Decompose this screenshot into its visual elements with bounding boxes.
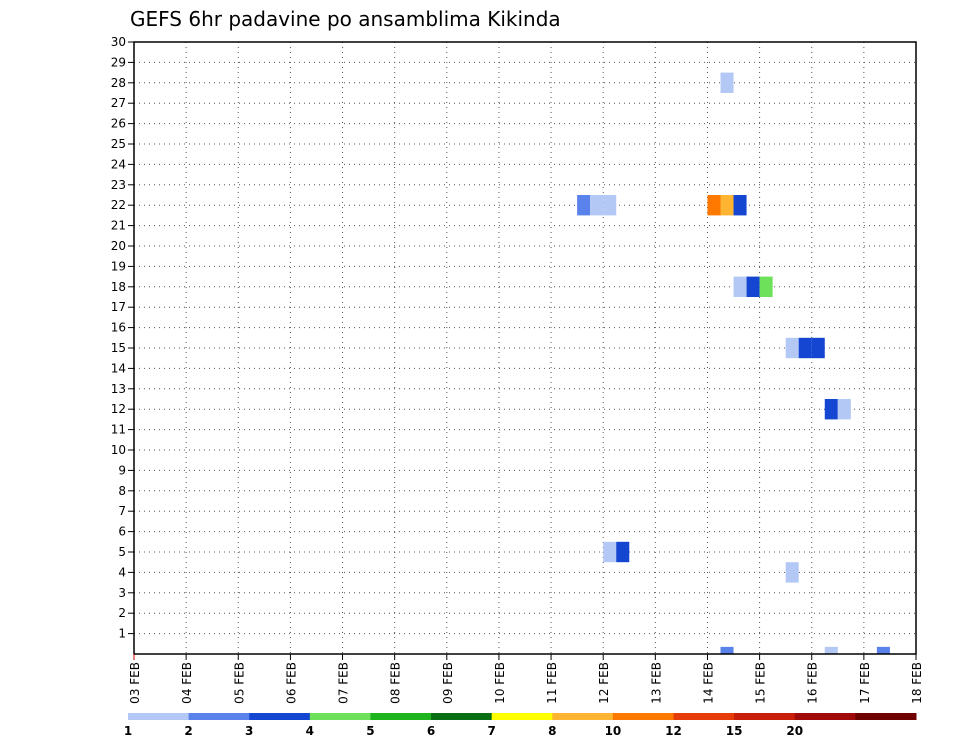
legend-label: 10: [605, 724, 622, 738]
x-tick-label: 09 FEB: [441, 662, 455, 704]
data-cell: [590, 195, 604, 216]
y-tick-label: 18: [111, 280, 126, 294]
x-tick-label: 06 FEB: [284, 662, 298, 704]
data-cell: [616, 541, 630, 563]
y-axis-ticks: 1234567891011121314151617181920212223242…: [111, 35, 134, 641]
legend-swatch: [431, 713, 493, 720]
data-cell: [733, 195, 747, 216]
y-tick-label: 25: [111, 137, 126, 151]
y-tick-label: 28: [111, 76, 126, 90]
data-cell: [824, 646, 838, 654]
data-cell: [603, 195, 617, 216]
y-tick-label: 2: [118, 606, 126, 620]
legend-swatch: [309, 713, 371, 720]
data-cell: [824, 399, 838, 420]
y-tick-label: 7: [118, 504, 126, 518]
x-tick-label: 07 FEB: [337, 662, 351, 704]
y-tick-label: 6: [118, 525, 126, 539]
y-tick-label: 8: [118, 484, 126, 498]
y-tick-label: 30: [111, 35, 126, 49]
y-tick-label: 26: [111, 117, 126, 131]
legend-swatch: [552, 713, 614, 720]
color-legend: 1 2 3 4 5 6 7 8 10 12 15 20: [124, 713, 917, 738]
y-tick-label: 11: [111, 423, 126, 437]
x-tick-label: 18 FEB: [910, 662, 924, 704]
data-cell: [798, 337, 812, 359]
legend-label: 4: [306, 724, 314, 738]
y-tick-label: 14: [111, 361, 126, 375]
data-cell: [746, 276, 760, 297]
data-cell: [876, 646, 890, 654]
data-cell: [720, 195, 734, 216]
x-tick-label: 15 FEB: [754, 662, 768, 704]
y-tick-label: 27: [111, 96, 126, 110]
x-tick-label: 17 FEB: [858, 662, 872, 704]
data-cell: [785, 562, 799, 583]
y-tick-label: 24: [111, 157, 126, 171]
legend-label: 20: [786, 724, 803, 738]
y-tick-label: 3: [118, 586, 126, 600]
x-tick-label: 16 FEB: [806, 662, 820, 704]
y-tick-label: 16: [111, 321, 126, 335]
x-tick-label: 13 FEB: [649, 662, 663, 704]
y-tick-label: 12: [111, 402, 126, 416]
legend-swatch: [855, 713, 917, 720]
x-tick-label: 05 FEB: [232, 662, 246, 704]
legend-swatch: [370, 713, 432, 720]
legend-swatch: [794, 713, 856, 720]
data-cell: [837, 399, 851, 420]
x-tick-label: 14 FEB: [701, 662, 715, 704]
x-tick-label: 03 FEB: [128, 662, 142, 704]
y-tick-label: 13: [111, 382, 126, 396]
x-tick-label: 12 FEB: [597, 662, 611, 704]
y-tick-label: 5: [118, 545, 126, 559]
y-tick-label: 1: [118, 627, 126, 641]
y-tick-label: 23: [111, 178, 126, 192]
y-tick-label: 17: [111, 300, 126, 314]
y-tick-label: 10: [111, 443, 126, 457]
data-cell: [720, 72, 734, 93]
legend-swatch: [612, 713, 675, 720]
y-tick-label: 22: [111, 198, 126, 212]
y-tick-label: 15: [111, 341, 126, 355]
legend-label: 7: [488, 724, 496, 738]
data-cell: [707, 195, 721, 216]
x-tick-label: 11 FEB: [545, 662, 559, 704]
y-tick-label: 9: [118, 463, 126, 477]
legend-swatch: [188, 713, 250, 720]
legend-swatch: [673, 713, 735, 720]
x-axis-ticks: 03 FEB 04 FEB 05 FEB 06 FEB 07 FEB 08 FEB 09 F…: [128, 654, 924, 704]
data-cell: [720, 646, 734, 654]
legend-swatch: [734, 713, 796, 720]
data-cell: [785, 337, 799, 359]
x-tick-label: 10 FEB: [493, 662, 507, 704]
legend-swatch: [128, 713, 190, 720]
x-tick-label: 08 FEB: [389, 662, 403, 704]
legend-label: 5: [366, 724, 374, 738]
legend-label: 12: [665, 724, 682, 738]
data-cell: [811, 337, 825, 359]
legend-label: 15: [726, 724, 743, 738]
legend-label: 6: [427, 724, 435, 738]
y-tick-label: 19: [111, 259, 126, 273]
y-tick-label: 4: [118, 565, 126, 579]
y-tick-label: 21: [111, 219, 126, 233]
chart-title: GEFS 6hr padavine po ansamblima Kikinda: [130, 7, 561, 31]
x-tick-label: 04 FEB: [180, 662, 194, 704]
legend-label: 3: [245, 724, 253, 738]
data-cell: [603, 541, 617, 563]
data-cell: [577, 195, 591, 216]
legend-label: 2: [184, 724, 192, 738]
data-cell: [733, 276, 747, 297]
y-tick-label: 29: [111, 55, 126, 69]
legend-label: 1: [124, 724, 132, 738]
legend-label: 8: [548, 724, 556, 738]
legend-swatch: [491, 713, 553, 720]
legend-swatch: [249, 713, 311, 720]
data-cell: [759, 276, 773, 297]
data-cells: [577, 72, 890, 654]
y-tick-label: 20: [111, 239, 126, 253]
